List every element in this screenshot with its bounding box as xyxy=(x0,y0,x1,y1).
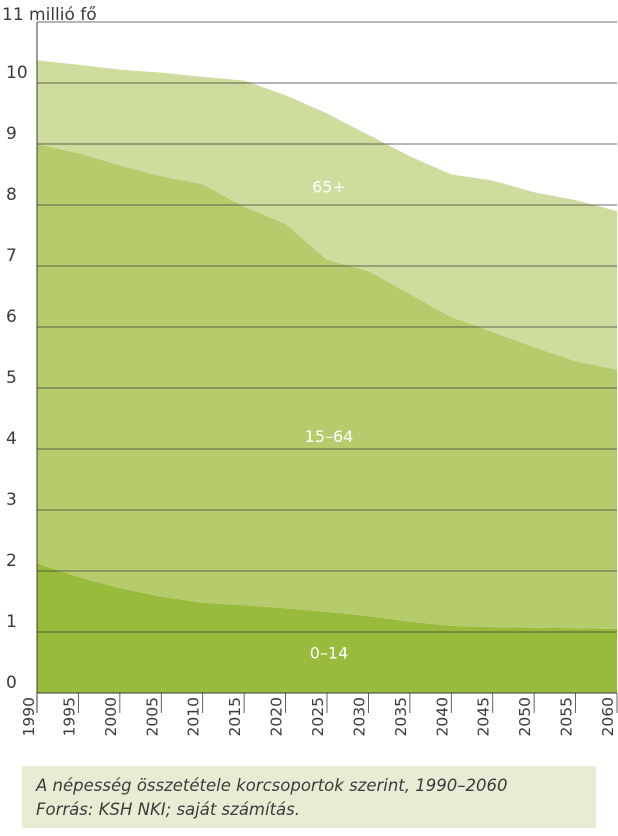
x-tick-label-2010: 2010 xyxy=(185,697,203,736)
x-tick-label-1990: 1990 xyxy=(20,697,38,736)
x-tick-label-2000: 2000 xyxy=(102,697,120,736)
y-tick-label-8: 8 xyxy=(6,185,17,205)
x-tick-label-2060: 2060 xyxy=(599,697,617,736)
y-axis-unit-label: 11 millió fő xyxy=(2,5,97,25)
area-series-0 xyxy=(37,563,617,693)
y-tick-label-6: 6 xyxy=(6,307,17,327)
x-tick-label-2050: 2050 xyxy=(516,697,534,736)
population-area-chart: 0 1 2 3 4 5 6 7 8 9 10 1990 1995 2000 2005 2010 2015 202… xyxy=(2,5,618,736)
series-label-1: 15–64 xyxy=(305,427,354,446)
area-series-2 xyxy=(37,60,617,370)
x-tick-label-2020: 2020 xyxy=(268,697,286,736)
y-tick-label-10: 10 xyxy=(6,63,28,83)
series-labels: 0–14 15–64 65+ xyxy=(305,178,354,663)
caption-source: Forrás: KSH NKI; saját számítás. xyxy=(36,800,301,819)
x-tick-label-2005: 2005 xyxy=(143,697,161,736)
x-tick-label-1995: 1995 xyxy=(60,697,78,736)
figure-caption: A népesség összetétele korcsoportok szer… xyxy=(22,766,596,828)
chart-axes xyxy=(36,22,618,713)
y-tick-label-2: 2 xyxy=(6,551,17,571)
y-tick-label-1: 1 xyxy=(6,612,17,632)
series-label-2: 65+ xyxy=(312,178,346,197)
y-tick-label-9: 9 xyxy=(6,124,17,144)
caption-title: A népesség összetétele korcsoportok szer… xyxy=(36,776,508,795)
area-series-1 xyxy=(37,144,617,629)
x-tick-label-2045: 2045 xyxy=(475,697,493,736)
x-tick-label-2025: 2025 xyxy=(309,697,327,736)
x-tick-label-2040: 2040 xyxy=(433,697,451,736)
y-tick-label-4: 4 xyxy=(6,429,17,449)
x-tick-labels: 1990 1995 2000 2005 2010 2015 2020 2025 2030 2035… xyxy=(20,697,617,736)
chart-areas xyxy=(37,60,617,693)
y-tick-label-3: 3 xyxy=(6,490,17,510)
y-tick-label-7: 7 xyxy=(6,246,17,266)
chart-gridlines xyxy=(37,21,617,633)
x-tick-label-2015: 2015 xyxy=(226,697,244,736)
y-tick-label-0: 0 xyxy=(6,673,17,693)
x-tick-label-2055: 2055 xyxy=(558,697,576,736)
series-label-0: 0–14 xyxy=(310,643,349,662)
x-tick-label-2035: 2035 xyxy=(392,697,410,736)
y-tick-labels: 0 1 2 3 4 5 6 7 8 9 10 xyxy=(6,63,28,693)
x-tick-label-2030: 2030 xyxy=(350,697,368,736)
y-tick-label-5: 5 xyxy=(6,368,17,388)
